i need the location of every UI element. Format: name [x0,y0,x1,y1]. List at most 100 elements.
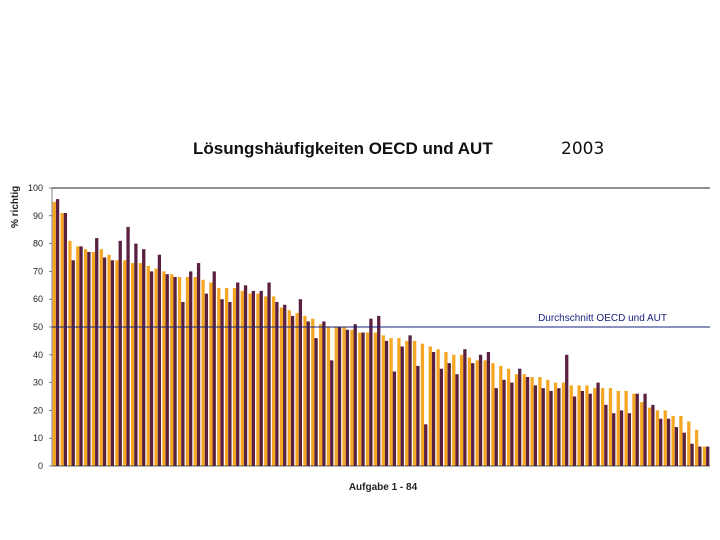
bar-aut [165,274,169,466]
bar-oecd [248,293,252,466]
bar-oecd [538,377,542,466]
bar-aut [471,363,475,466]
bar-aut [314,338,318,466]
bar-oecd [107,254,111,466]
bar-oecd [193,276,197,466]
bar-oecd [311,318,315,466]
bar-aut [189,271,193,466]
bar-oecd [593,388,597,466]
bar-oecd [256,293,260,466]
bar-aut [612,413,616,466]
bar-oecd [295,313,299,466]
bar-aut [682,432,686,466]
bar-oecd [530,377,534,466]
bar-oecd [679,415,683,466]
bar-aut [447,363,451,466]
bar-oecd [600,388,605,466]
bar-oecd [60,213,64,466]
bar-aut [290,315,295,466]
bar-oecd [162,271,166,466]
bar-oecd [52,201,56,466]
bar-oecd [694,429,699,466]
bar-oecd [546,379,550,466]
y-tick-label: 100 [28,183,43,193]
bar-aut [243,285,248,466]
bar-aut [651,404,655,466]
bar-aut [400,346,404,466]
bar-oecd [655,410,660,466]
bar-aut [643,393,647,466]
bar-aut [674,427,679,466]
bar-oecd [632,393,636,466]
bar-aut [337,327,342,466]
bar-aut [690,443,694,466]
bar-aut [635,393,639,466]
reference-line-label: Durchschnitt OECD und AUT [538,313,667,324]
bar-aut [627,413,632,466]
bar-aut [345,329,350,466]
bar-oecd [123,260,127,466]
bar-oecd [412,340,417,466]
bar-aut [236,282,240,466]
bar-aut [369,318,373,466]
bar-oecd [170,274,174,466]
bar-aut [698,446,702,466]
bar-aut [228,301,232,466]
bar-oecd [115,260,119,466]
bar-aut [173,276,177,466]
bar-oecd [271,296,276,466]
bar-oecd [585,385,589,466]
bar-oecd [491,363,495,466]
bar-oecd [428,346,432,466]
bar-aut [102,257,107,466]
bar-aut [142,249,146,466]
bar-oecd [318,324,323,466]
bar-oecd [702,446,707,466]
bar-aut [267,282,271,466]
bar-oecd [420,343,425,466]
bar-aut [439,368,444,466]
chart-title-highlight: OECD [369,139,418,158]
bar-oecd [687,421,691,466]
bar-oecd [99,249,103,466]
bar-oecd [146,265,150,466]
chart-title-suffix: und AUT [418,139,494,158]
bar-aut [157,254,162,466]
bar-aut [361,332,365,466]
y-tick-label: 10 [33,433,43,443]
bar-aut [298,299,303,466]
bar-oecd [185,276,190,466]
y-tick-label: 80 [33,239,43,249]
x-axis-label: Aufgabe 1 - 84 [349,482,418,493]
bar-oecd [506,368,511,466]
bar-oecd [397,338,401,466]
bar-aut [541,388,545,466]
bar-oecd [154,268,158,466]
bar-oecd [452,354,456,466]
bar-oecd [522,374,526,466]
bar-aut [431,352,436,466]
bar-oecd [76,246,80,466]
bar-oecd [303,315,307,466]
chart-title-prefix: Lösungshäufigkeiten [193,139,369,158]
bar-oecd [232,288,237,466]
bar-oecd [83,249,88,466]
bar-oecd [365,332,370,466]
bar-aut [486,352,491,466]
bar-aut [463,349,467,466]
bar-oecd [138,263,143,466]
bar-aut [87,251,91,466]
bar-oecd [514,374,519,466]
bar-aut [588,393,592,466]
bar-oecd [663,410,667,466]
bar-oecd [459,354,464,466]
y-tick-label: 30 [33,378,43,388]
bar-aut [95,238,99,466]
bar-oecd [569,385,573,466]
bar-oecd [640,402,644,466]
bar-aut [181,301,185,466]
bar-oecd [624,390,628,466]
bar-aut [71,260,75,466]
bar-oecd [381,335,385,466]
